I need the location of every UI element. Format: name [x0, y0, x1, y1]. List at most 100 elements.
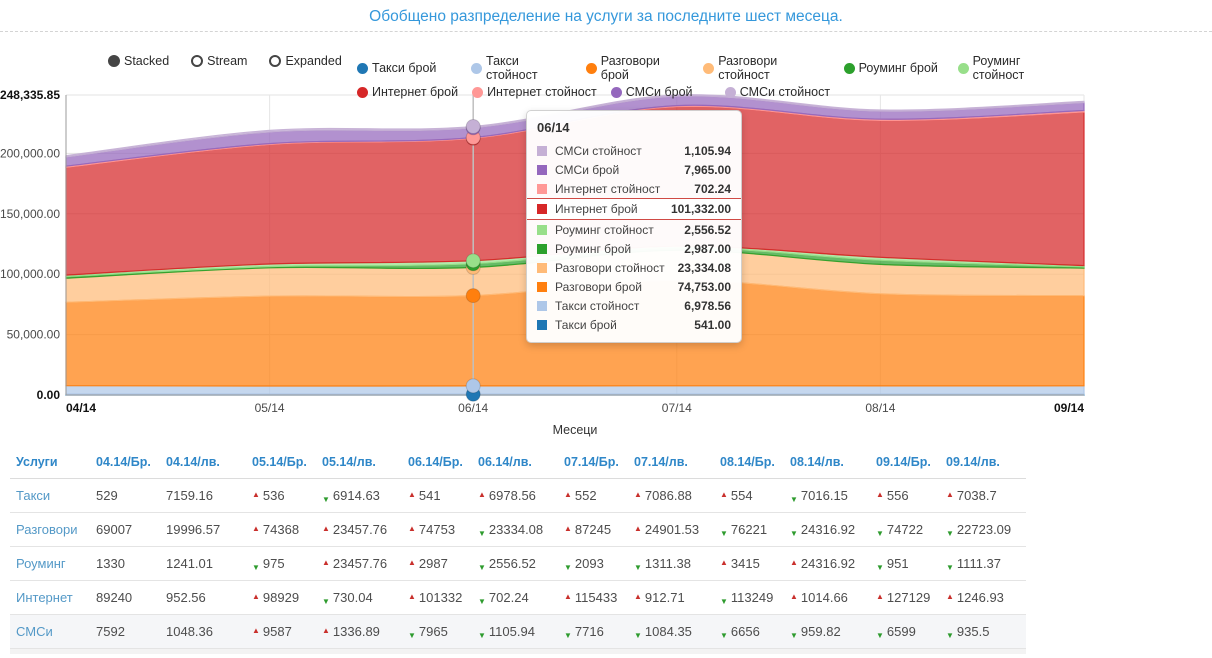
table-cell: ▲ 23457.76	[316, 546, 402, 581]
trend-up-icon: ▲	[408, 524, 416, 533]
hover-point-taksi-stoinost	[465, 378, 481, 394]
trend-up-icon: ▲	[322, 626, 330, 635]
service-link[interactable]: Интернет	[10, 580, 90, 615]
trend-up-icon: ▲	[564, 524, 572, 533]
legend-item-razgovori-broi[interactable]: Разговори брой	[585, 54, 689, 82]
series-color-swatch	[537, 204, 547, 214]
table-cell: 7592	[90, 614, 160, 648]
service-link[interactable]: СМСи	[10, 614, 90, 648]
cell-value: 74368	[262, 522, 300, 537]
table-cell: ▲ 554	[714, 479, 784, 513]
trend-down-icon: ▼	[720, 631, 728, 640]
trend-up-icon: ▲	[720, 490, 728, 499]
table-cell: ▼ 959.82	[784, 614, 870, 648]
table-cell: ▲ 1336.89	[316, 614, 402, 648]
trend-down-icon: ▼	[946, 631, 954, 640]
legend-dot-icon	[357, 62, 368, 74]
legend-item-internet-broi[interactable]: Интернет брой	[357, 85, 458, 99]
legend-item-smsi-stoinost[interactable]: СМСи стойност	[724, 85, 830, 99]
table-cell: ▲ 1014.66	[784, 580, 870, 615]
legend-item-taksi-stoinost[interactable]: Такси стойност	[471, 54, 572, 82]
trend-up-icon: ▲	[634, 592, 642, 601]
trend-up-icon: ▲	[790, 592, 798, 601]
cell-value: 113249	[730, 590, 774, 605]
column-header: 04.14/Бр.	[90, 445, 160, 479]
legend-item-smsi-broi[interactable]: СМСи брой	[610, 85, 711, 99]
table-cell: 1048.36	[160, 614, 246, 648]
trend-down-icon: ▼	[876, 563, 884, 572]
mode-expanded-radio[interactable]: Expanded	[269, 54, 342, 68]
legend-item-label: Интернет брой	[372, 85, 459, 99]
table-cell: ▼ 951	[870, 546, 940, 581]
cell-value: 23457.76	[332, 556, 388, 571]
table-cell: ▼ 975	[246, 546, 316, 581]
column-header: 07.14/лв.	[628, 445, 714, 479]
table-cell: 1330	[90, 546, 160, 581]
table-row: СМСи 7592 1048.36 ▲ 9587 ▲ 1336.89 ▼ 7965 ▼ 1105.9…	[10, 614, 1026, 648]
legend-item-internet-stoinost[interactable]: Интернет стойност	[472, 85, 597, 99]
cell-value: 101332	[418, 590, 463, 605]
trend-down-icon: ▼	[478, 631, 486, 640]
cell-value: 975	[262, 556, 285, 571]
cell-value: 24901.53	[644, 522, 700, 537]
legend-dot-icon	[610, 86, 622, 98]
service-link[interactable]: Такси	[16, 488, 51, 503]
tooltip-row: Такси брой 541.00	[527, 315, 741, 334]
hover-point-razgovori-broi	[465, 288, 481, 304]
table-row: Разговори 69007 19996.57 ▲ 74368 ▲ 23457.76 ▲ 74…	[10, 512, 1026, 547]
cell-value: 1048.36	[166, 624, 213, 639]
y-axis-tick: 0.00	[37, 388, 61, 402]
legend-item-label: Разговори стойност	[718, 54, 778, 82]
cell-value: 2093	[574, 556, 604, 571]
series-color-swatch	[537, 145, 547, 156]
column-header: 05.14/лв.	[316, 445, 402, 479]
mode-stacked-radio[interactable]: Stacked	[108, 54, 169, 68]
service-link[interactable]: Разговори	[10, 512, 90, 547]
table-cell: ▼ 7716	[558, 614, 628, 648]
column-header: Услуги	[10, 445, 90, 479]
table-cell: ▲ 2987	[402, 546, 472, 581]
tooltip-series-label: Такси брой	[555, 317, 617, 332]
x-axis-tick: 04/14	[66, 401, 96, 415]
column-header: 06.14/лв.	[472, 445, 558, 479]
table-cell: ▲ 115433	[558, 580, 628, 615]
y-axis-tick: 150,000.00	[0, 207, 60, 221]
cell-value: 1111.37	[956, 556, 1002, 571]
table-cell: 89240	[90, 580, 160, 615]
cell-value: 74722	[886, 522, 924, 537]
table-cell: ▼ 2556.52	[472, 546, 558, 581]
column-header: 09.14/лв.	[940, 445, 1026, 479]
cell-value: 7965	[418, 624, 448, 639]
table-row: Такси 529 7159.16 ▲ 536 ▼ 6914.63 ▲ 541 ▲ 6978.56 ▲…	[10, 479, 1026, 513]
table-cell: ▲ 552	[558, 479, 628, 513]
legend-dot-icon	[357, 86, 368, 98]
table-cell: ▲ 1246.93	[940, 580, 1026, 615]
chart-legend: Такси брой Такси стойност Разговори брой Ра…	[357, 54, 1087, 102]
hover-point-smsi-stoinost	[465, 119, 481, 134]
cell-value: 935.5	[956, 624, 990, 639]
legend-item-taksi-broi[interactable]: Такси брой	[357, 54, 457, 82]
table-cell: ▼ 24316.92	[784, 512, 870, 547]
service-link[interactable]: Роуминг	[10, 546, 90, 581]
cell-value: 959.82	[800, 624, 841, 639]
table-cell: ▲ 24901.53	[628, 512, 714, 547]
trend-down-icon: ▼	[478, 563, 486, 572]
mode-stream-radio[interactable]: Stream	[191, 54, 247, 68]
cell-value: 1105.94	[488, 624, 535, 639]
cell-value: 552	[574, 488, 597, 503]
cell-value: 24316.92	[800, 522, 856, 537]
services-table-wrap: Услуги 04.14/Бр. 04.14/лв. 05.14/Бр. 05.14/л…	[10, 445, 1026, 654]
tooltip-row-highlighted: Интернет брой 101,332.00	[527, 198, 741, 220]
legend-item-rouming-stoinost[interactable]: Роуминг стойност	[957, 54, 1073, 82]
cell-value: 87245	[574, 522, 612, 537]
legend-item-razgovori-stoinost[interactable]: Разговори стойност	[703, 54, 829, 82]
cell-value: 951	[886, 556, 909, 571]
table-cell: 529	[90, 479, 160, 513]
table-cell: ▲ 98929	[246, 580, 316, 615]
table-cell: ▲ 7086.88	[628, 479, 714, 513]
trend-up-icon: ▲	[252, 626, 260, 635]
legend-item-rouming-broi[interactable]: Роуминг брой	[843, 54, 944, 82]
cell-value: 536	[262, 488, 285, 503]
trend-down-icon: ▼	[478, 529, 486, 538]
legend-item-label: Такси брой	[372, 61, 437, 75]
